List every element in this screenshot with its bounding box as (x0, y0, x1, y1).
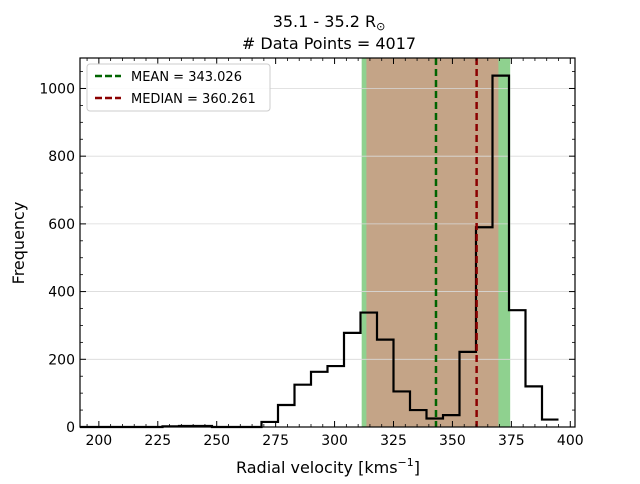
y-tick-label: 800 (48, 149, 75, 165)
x-tick-label: 325 (380, 433, 407, 449)
histogram-bar (460, 352, 477, 427)
y-tick-label: 200 (48, 352, 75, 368)
legend-mean-label: MEAN = 343.026 (131, 70, 242, 85)
chart-title-line2: # Data Points = 4017 (242, 34, 416, 53)
x-tick-label: 350 (439, 433, 466, 449)
chart-title-line1: 35.1 - 35.2 R⊙ (273, 12, 386, 33)
histogram-bar (328, 366, 345, 427)
y-tick-label: 600 (48, 217, 75, 233)
x-tick-label: 225 (144, 433, 171, 449)
histogram-bar (493, 76, 510, 427)
plot-frame (79, 57, 576, 428)
histogram-bar (394, 391, 411, 427)
x-tick-label: 200 (85, 433, 112, 449)
histogram-bar (443, 415, 460, 427)
x-tick-label: 400 (557, 433, 584, 449)
y-tick-label: 400 (48, 285, 75, 301)
histogram-outline (80, 74, 559, 429)
x-tick-label: 375 (498, 433, 525, 449)
histogram-bar (410, 410, 427, 427)
legend: MEAN = 343.026 MEDIAN = 360.261 (86, 63, 271, 112)
histogram-bar (526, 386, 543, 427)
histogram-bar (542, 420, 559, 427)
histogram-bar (476, 227, 493, 427)
legend-box (86, 63, 271, 112)
y-tick-label: 0 (66, 420, 75, 436)
histogram-bar (377, 340, 394, 427)
x-tick-label: 275 (262, 433, 289, 449)
y-tick-label: 1000 (39, 81, 75, 97)
sun-symbol: ⊙ (376, 20, 385, 33)
x-tick-label: 300 (321, 433, 348, 449)
histogram-bar (361, 313, 378, 427)
histogram-bar (278, 405, 295, 427)
x-tick-label: 250 (203, 433, 230, 449)
histogram-bar (311, 372, 328, 427)
legend-median-label: MEDIAN = 360.261 (131, 92, 256, 107)
histogram-bar (509, 310, 526, 427)
histogram-bar (295, 385, 312, 427)
x-axis-label: Radial velocity [kms−1] (236, 456, 420, 477)
histogram-bar (344, 333, 361, 427)
y-axis-label: Frequency (9, 202, 28, 285)
